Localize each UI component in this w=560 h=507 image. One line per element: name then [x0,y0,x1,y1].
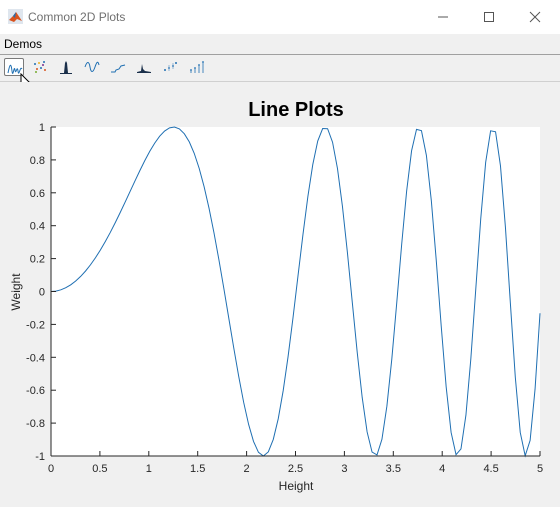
y-tick-label: 0.2 [30,254,45,266]
y-tick-label: 0 [39,287,45,299]
line-plot-chart[interactable]: 0 0.5 1 1.5 2 2.5 3 3.5 4 4.5 5 -1 -0.8 -0.6 -0.4 -0.2… [0,82,560,502]
y-tick-label: -0.4 [26,352,45,364]
y-tick-label: -0.6 [26,385,45,397]
maximize-button[interactable] [466,0,512,34]
y-tick-label: 0.6 [30,188,45,200]
stem-plot-tool-button[interactable] [186,58,206,76]
y-tick-label: -1 [35,451,45,463]
y-tick-label: 1 [39,122,45,134]
x-axis-label: Height [279,479,314,493]
line-plot-icon [7,64,23,74]
close-icon [529,11,541,23]
series-line-0 [50,126,541,458]
menu-bar: Demos [0,34,560,55]
line-plot-tool-button[interactable] [4,58,24,76]
x-tick-label: 4.5 [483,463,498,475]
x-tick-label: 1 [146,463,152,475]
y-tick-label: 0.4 [30,221,45,233]
minimize-button[interactable] [420,0,466,34]
scatter-plot-tool-button[interactable] [30,58,50,76]
histogram-tool-button[interactable] [56,58,76,76]
y-axis-label: Weight [9,273,23,311]
histogram-icon [60,61,72,74]
sine-plot-tool-button[interactable] [82,58,102,76]
figure-area: 0 0.5 1 1.5 2 2.5 3 3.5 4 4.5 5 -1 -0.8 -0.6 -0.4 -0.2… [0,82,560,502]
y-tick-label: 0.8 [30,155,45,167]
title-bar: Common 2D Plots [0,0,560,34]
area-plot-icon [137,64,151,73]
sine-wave-icon [84,61,100,72]
stairs-plot-icon [111,64,126,73]
axes-background [51,127,540,456]
x-tick-label: 2.5 [288,463,303,475]
y-tick-label: -0.8 [26,418,45,430]
minimize-icon [438,16,448,18]
menu-demos[interactable]: Demos [4,37,43,51]
stairs-plot-tool-button[interactable] [108,58,128,76]
window-title: Common 2D Plots [28,10,126,24]
stem-plot-icon [190,61,204,73]
scatter-plot-icon [34,61,46,73]
area-plot-tool-button[interactable] [134,58,154,76]
x-tick-label: 4 [439,463,445,475]
x-tick-label: 0 [48,463,54,475]
errorbar-plot-icon [164,62,177,71]
y-tick-label: -0.2 [26,319,45,331]
maximize-icon [484,12,494,22]
x-tick-label: 3.5 [386,463,401,475]
x-tick-label: 3 [341,463,347,475]
close-button[interactable] [512,0,558,34]
toolbar [0,55,560,82]
errorbar-plot-tool-button[interactable] [160,58,180,76]
x-tick-label: 0.5 [92,463,107,475]
matlab-logo-icon [8,9,23,24]
x-tick-label: 2 [244,463,250,475]
chart-title: Line Plots [248,99,344,121]
x-tick-label: 1.5 [190,463,205,475]
x-tick-label: 5 [537,463,543,475]
